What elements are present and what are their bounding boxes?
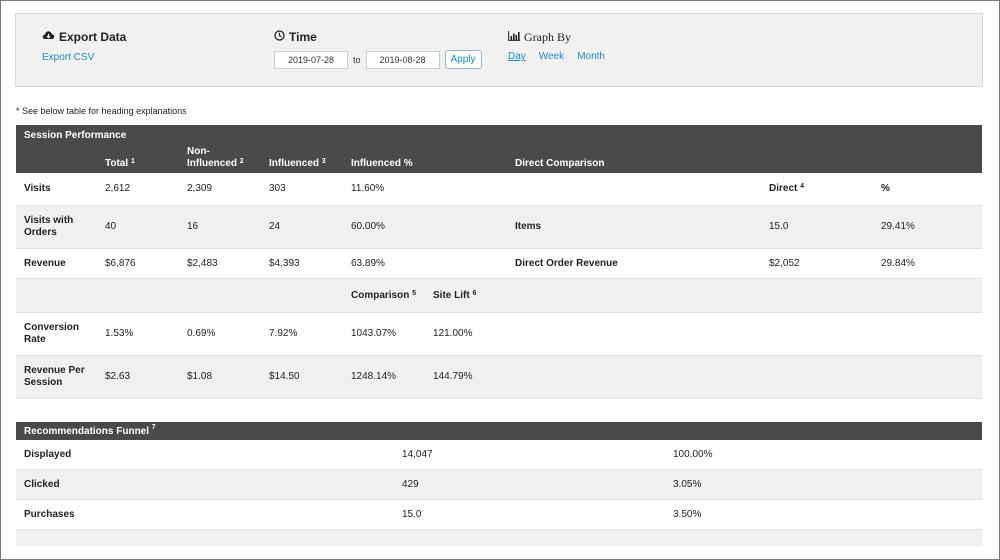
clock-icon <box>274 30 285 44</box>
table-row: Displayed 14,047 100.00% <box>16 440 982 470</box>
row-label: Visits <box>24 183 51 194</box>
export-title-label: Export Data <box>59 30 127 44</box>
influenced-value: 303 <box>269 183 286 194</box>
total-value: $2.63 <box>105 371 131 382</box>
header-comparison: Comparison 5 <box>351 289 417 301</box>
influenced-pct-value: 11.60% <box>351 183 385 194</box>
non-influenced-value: 16 <box>187 221 199 232</box>
direct-comparison-label: Items <box>515 221 542 232</box>
table-row: Clicked 429 3.05% <box>16 470 982 500</box>
apply-button[interactable]: Apply <box>444 50 482 69</box>
comparison-value: 1248.14% <box>351 371 397 382</box>
heading-note: * See below table for heading explanatio… <box>16 106 187 116</box>
funnel-value: 429 <box>402 478 419 490</box>
table-row: Purchases 15.0 3.50% <box>16 500 982 530</box>
total-value: 2,612 <box>105 183 131 194</box>
cloud-download-icon <box>42 30 55 44</box>
direct-value: 15.0 <box>769 221 789 232</box>
funnel-pct: 3.50% <box>673 508 702 520</box>
recommendations-funnel-table: Recommendations Funnel 7 Displayed 14,04… <box>16 422 982 546</box>
header-influenced-pct: Influenced % <box>351 158 413 169</box>
site-lift-value: 144.79% <box>433 371 473 382</box>
funnel-pct: 100.00% <box>673 448 713 460</box>
funnel-label: Clicked <box>24 478 60 490</box>
non-influenced-value: $2,483 <box>187 257 218 269</box>
date-range-row: to Apply <box>274 50 482 69</box>
graph-by-day-link[interactable]: Day <box>508 51 526 62</box>
header-influenced: Influenced 3 <box>269 158 326 169</box>
sub-header-row: Comparison 5 Site Lift 6 <box>16 279 982 313</box>
influenced-value: 24 <box>269 221 281 232</box>
graph-by-month-link[interactable]: Month <box>577 51 605 62</box>
table-row: Visits 2,612 2,309 303 11.60% Direct 4 % <box>16 173 982 206</box>
header-direct-comparison: Direct Comparison <box>515 158 605 169</box>
session-title: Session Performance <box>24 130 127 141</box>
export-csv-link[interactable]: Export CSV <box>42 52 95 63</box>
influenced-pct-value: 60.00% <box>351 221 385 232</box>
funnel-value: 15.0 <box>402 508 422 520</box>
influenced-pct-value: 63.89% <box>351 257 385 269</box>
row-label: Revenue <box>24 257 66 269</box>
time-block: Time to Apply <box>274 30 482 69</box>
table-row: Revenue Per Session $2.63 $1.08 $14.50 12… <box>16 356 982 399</box>
pct-header: % <box>881 183 890 194</box>
funnel-value: 14,047 <box>402 448 433 460</box>
funnel-title: Recommendations Funnel 7 <box>24 424 156 437</box>
comparison-value: 1043.07% <box>351 328 397 339</box>
table-footer-row <box>16 530 982 546</box>
row-label: Revenue Per Session <box>24 365 85 388</box>
direct-comparison-label: Direct Order Revenue <box>515 257 618 269</box>
time-title: Time <box>274 30 482 44</box>
session-header: Session Performance Total 1 Non- Influenc… <box>16 125 982 173</box>
direct-pct-value: 29.41% <box>881 221 915 232</box>
funnel-header: Recommendations Funnel 7 <box>16 422 982 440</box>
total-value: 1.53% <box>105 328 134 339</box>
total-value: 40 <box>105 221 117 232</box>
table-row: Visits with Orders 40 16 24 60.00% Items … <box>16 206 982 249</box>
filter-panel: Export Data Export CSV Time to Apply <box>15 13 983 87</box>
non-influenced-value: 0.69% <box>187 328 216 339</box>
total-value: $6,876 <box>105 257 136 269</box>
graph-by-week-link[interactable]: Week <box>538 51 565 62</box>
funnel-pct: 3.05% <box>673 478 702 490</box>
graph-by-title: Graph By <box>508 30 605 45</box>
table-row: Revenue $6,876 $2,483 $4,393 63.89% Dire… <box>16 249 982 279</box>
graph-by-block: Graph By Day Week Month <box>508 30 605 62</box>
influenced-value: $4,393 <box>269 257 300 269</box>
influenced-value: 7.92% <box>269 328 298 339</box>
direct-pct-value: 29.84% <box>881 257 915 269</box>
graph-by-options: Day Week Month <box>508 51 605 62</box>
to-label: to <box>353 54 361 65</box>
header-total: Total 1 <box>105 158 135 169</box>
export-title: Export Data <box>42 30 126 44</box>
table-row: Conversion Rate 1.53% 0.69% 7.92% 1043.07… <box>16 313 982 356</box>
site-lift-value: 121.00% <box>433 328 473 339</box>
session-performance-table: Session Performance Total 1 Non- Influenc… <box>16 125 982 399</box>
row-label: Visits with Orders <box>24 215 74 238</box>
graph-by-label: Graph By <box>524 30 571 44</box>
start-date-input[interactable] <box>274 50 348 69</box>
funnel-label: Displayed <box>24 448 72 460</box>
row-label: Conversion Rate <box>24 322 80 345</box>
end-date-input[interactable] <box>365 50 440 69</box>
direct-header: Direct 4 <box>769 183 805 194</box>
direct-value: $2,052 <box>769 257 800 269</box>
time-title-label: Time <box>289 30 317 44</box>
bar-chart-icon <box>508 30 520 45</box>
non-influenced-value: 2,309 <box>187 183 213 194</box>
influenced-value: $14.50 <box>269 371 300 382</box>
export-block: Export Data Export CSV <box>42 30 126 63</box>
funnel-label: Purchases <box>24 508 75 520</box>
non-influenced-value: $1.08 <box>187 371 213 382</box>
header-non-influenced: Non- Influenced 2 <box>187 146 244 169</box>
header-site-lift: Site Lift 6 <box>433 289 477 301</box>
